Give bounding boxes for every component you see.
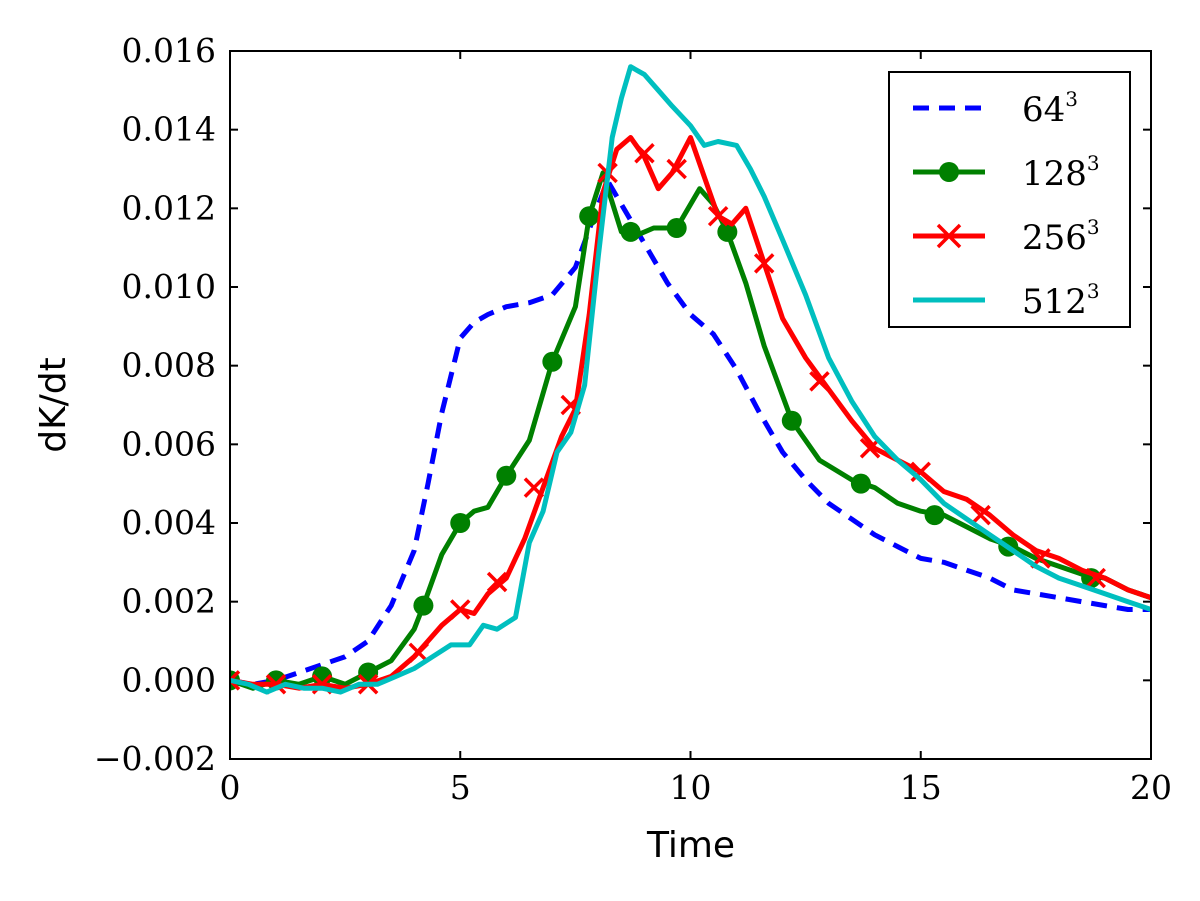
data-point-128 bbox=[620, 221, 641, 242]
data-point-128 bbox=[496, 465, 517, 486]
data-point-128 bbox=[717, 221, 738, 242]
plot-frame bbox=[229, 50, 1152, 760]
x-tick-label: 0 bbox=[220, 768, 241, 807]
series-line-128 bbox=[230, 170, 1151, 691]
y-tick-label: 0.010 bbox=[122, 267, 216, 306]
series-line-64 bbox=[230, 178, 1151, 687]
legend-label-512: 5123 bbox=[1022, 279, 1100, 322]
y-tick-label: 0.004 bbox=[122, 503, 216, 542]
x-axis-title: Time bbox=[646, 825, 735, 866]
data-point-256 bbox=[707, 205, 729, 227]
data-point-256 bbox=[753, 253, 775, 274]
data-point-256 bbox=[634, 143, 655, 164]
data-point-256 bbox=[1085, 567, 1106, 589]
data-point-256 bbox=[859, 438, 881, 459]
y-tick-label: 0.002 bbox=[122, 582, 216, 621]
data-point-128 bbox=[850, 473, 871, 494]
series-line-512 bbox=[230, 64, 1151, 695]
y-tick-label: 0.000 bbox=[122, 660, 216, 699]
data-point-256 bbox=[230, 670, 241, 691]
legend-label-256: 2563 bbox=[1022, 215, 1100, 258]
data-point-256 bbox=[809, 371, 830, 392]
data-point-128 bbox=[542, 351, 563, 372]
legend-marker bbox=[936, 223, 962, 249]
y-tick-label: 0.006 bbox=[122, 424, 216, 463]
y-axis-title: dK/dt bbox=[33, 357, 74, 453]
data-point-128 bbox=[924, 505, 945, 526]
x-tick-label: 20 bbox=[1130, 768, 1172, 807]
legend-label-128: 1283 bbox=[1022, 151, 1100, 194]
y-axis: −0.002 0.000 0.002 0.004 0.006 0.008 0.010 0.01… bbox=[94, 31, 1151, 778]
x-tick-label: 5 bbox=[450, 768, 471, 807]
data-point-128 bbox=[413, 595, 434, 616]
y-tick-label: −0.002 bbox=[94, 739, 216, 778]
y-tick-label: 0.016 bbox=[122, 31, 216, 70]
legend-marker bbox=[939, 162, 959, 182]
plot-area bbox=[230, 64, 1151, 695]
data-point-128 bbox=[781, 410, 802, 431]
legend-box bbox=[888, 71, 1131, 328]
y-tick-label: 0.008 bbox=[122, 346, 216, 385]
legend: 643 1283 2563 5123 bbox=[888, 71, 1131, 328]
y-tick-label: 0.012 bbox=[122, 188, 216, 227]
data-point-128 bbox=[666, 218, 687, 238]
data-point-256 bbox=[523, 477, 545, 498]
data-point-256 bbox=[450, 599, 471, 620]
y-tick-label: 0.014 bbox=[122, 110, 216, 149]
data-point-256 bbox=[486, 571, 508, 593]
legend-label-64: 643 bbox=[1022, 87, 1078, 130]
data-point-128 bbox=[579, 206, 600, 227]
data-point-128 bbox=[450, 513, 471, 533]
data-point-256 bbox=[666, 158, 687, 180]
x-tick-label: 15 bbox=[900, 768, 942, 807]
data-point-256 bbox=[910, 461, 931, 483]
x-axis: 0 5 10 15 20 bbox=[220, 51, 1172, 807]
x-tick-label: 10 bbox=[670, 768, 712, 807]
data-point-256 bbox=[970, 504, 991, 526]
